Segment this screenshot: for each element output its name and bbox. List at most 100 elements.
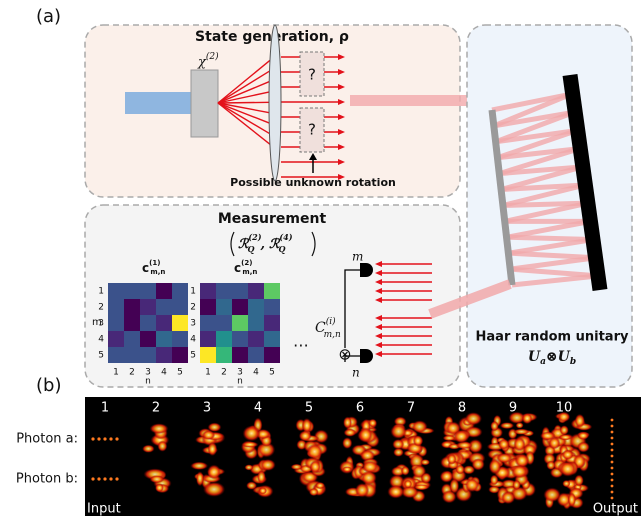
spot — [91, 477, 94, 480]
speckle — [344, 428, 357, 436]
speckle — [577, 442, 590, 453]
cell — [172, 299, 188, 315]
speckle — [496, 453, 512, 463]
cell — [108, 347, 124, 363]
row-tick: 5 — [190, 351, 196, 361]
sub: m,n — [150, 268, 165, 276]
speckle — [208, 442, 218, 456]
column-label: 6 — [356, 401, 364, 416]
speckle — [568, 492, 576, 507]
speckle — [501, 491, 515, 504]
speckle — [401, 466, 410, 476]
sup: (i) — [326, 316, 336, 327]
port: n — [352, 366, 360, 380]
speckle — [368, 419, 377, 428]
panel-label: (a) — [36, 6, 61, 27]
symbol: c — [234, 261, 241, 275]
row-tick: 3 — [190, 319, 196, 329]
speckle — [150, 423, 169, 434]
cell — [232, 347, 248, 363]
speckle — [574, 475, 584, 487]
cell — [108, 331, 124, 347]
cell — [108, 315, 124, 331]
cell — [248, 299, 264, 315]
spot — [97, 477, 100, 480]
speckle — [465, 478, 480, 492]
spot — [611, 461, 614, 464]
spot — [611, 419, 614, 422]
sub: b — [570, 357, 576, 367]
speckle — [309, 488, 319, 496]
spot — [611, 425, 614, 428]
cell — [124, 283, 140, 299]
col-tick: 4 — [161, 368, 167, 378]
cell — [172, 331, 188, 347]
row-tick: 4 — [98, 335, 104, 345]
rotation-note: Possible unknown rotation — [230, 176, 396, 189]
column-label: 1 — [101, 401, 109, 416]
cell — [156, 315, 172, 331]
row-label: Photon b: — [16, 472, 78, 487]
cell — [216, 347, 232, 363]
cell — [108, 299, 124, 315]
input-label: Input — [87, 502, 121, 516]
cell — [200, 331, 216, 347]
cell — [124, 299, 140, 315]
lens — [269, 25, 281, 181]
spot — [611, 479, 614, 482]
sup: (2) — [241, 259, 252, 267]
speckle — [540, 431, 556, 440]
cell — [232, 331, 248, 347]
speckle — [559, 461, 576, 477]
symbol: U — [558, 349, 571, 365]
speckle — [260, 459, 276, 471]
speckle — [414, 484, 430, 490]
cell — [172, 283, 188, 299]
sup: (1) — [149, 259, 160, 267]
cell — [140, 315, 156, 331]
speckle — [257, 470, 266, 484]
cell — [216, 283, 232, 299]
panel-label: (b) — [36, 375, 61, 396]
column-label: 2 — [152, 401, 160, 416]
speckle — [243, 425, 261, 441]
speckle — [513, 437, 525, 451]
speckle — [490, 421, 498, 431]
speckle — [546, 461, 555, 470]
speckle — [315, 482, 325, 489]
row-label: Photon a: — [16, 432, 78, 447]
speckle — [562, 480, 570, 487]
cell — [156, 283, 172, 299]
spot — [611, 467, 614, 470]
cell — [200, 283, 216, 299]
speckle — [259, 487, 267, 494]
spot — [611, 443, 614, 446]
spot — [97, 437, 100, 440]
speckle — [393, 448, 404, 457]
sub: m,n — [324, 330, 341, 340]
cell — [108, 283, 124, 299]
cell — [172, 347, 188, 363]
column-label: 5 — [305, 401, 313, 416]
symbol: c — [142, 261, 149, 275]
speckle — [465, 412, 482, 425]
spot — [115, 477, 118, 480]
spot — [611, 431, 614, 434]
speckle — [387, 485, 404, 499]
speckle — [575, 414, 585, 428]
speckle — [242, 441, 259, 447]
speckle — [498, 439, 510, 450]
speckle — [412, 420, 428, 433]
spot — [611, 455, 614, 458]
speckle — [155, 483, 164, 492]
measurement-title: Measurement — [218, 211, 327, 227]
sup: (4) — [279, 232, 292, 242]
speckle — [455, 464, 464, 474]
column-label: 3 — [203, 401, 211, 416]
spot — [611, 449, 614, 452]
speckle — [543, 487, 561, 502]
column-label: 4 — [254, 401, 262, 416]
cell — [140, 331, 156, 347]
cell — [124, 331, 140, 347]
cell — [216, 331, 232, 347]
